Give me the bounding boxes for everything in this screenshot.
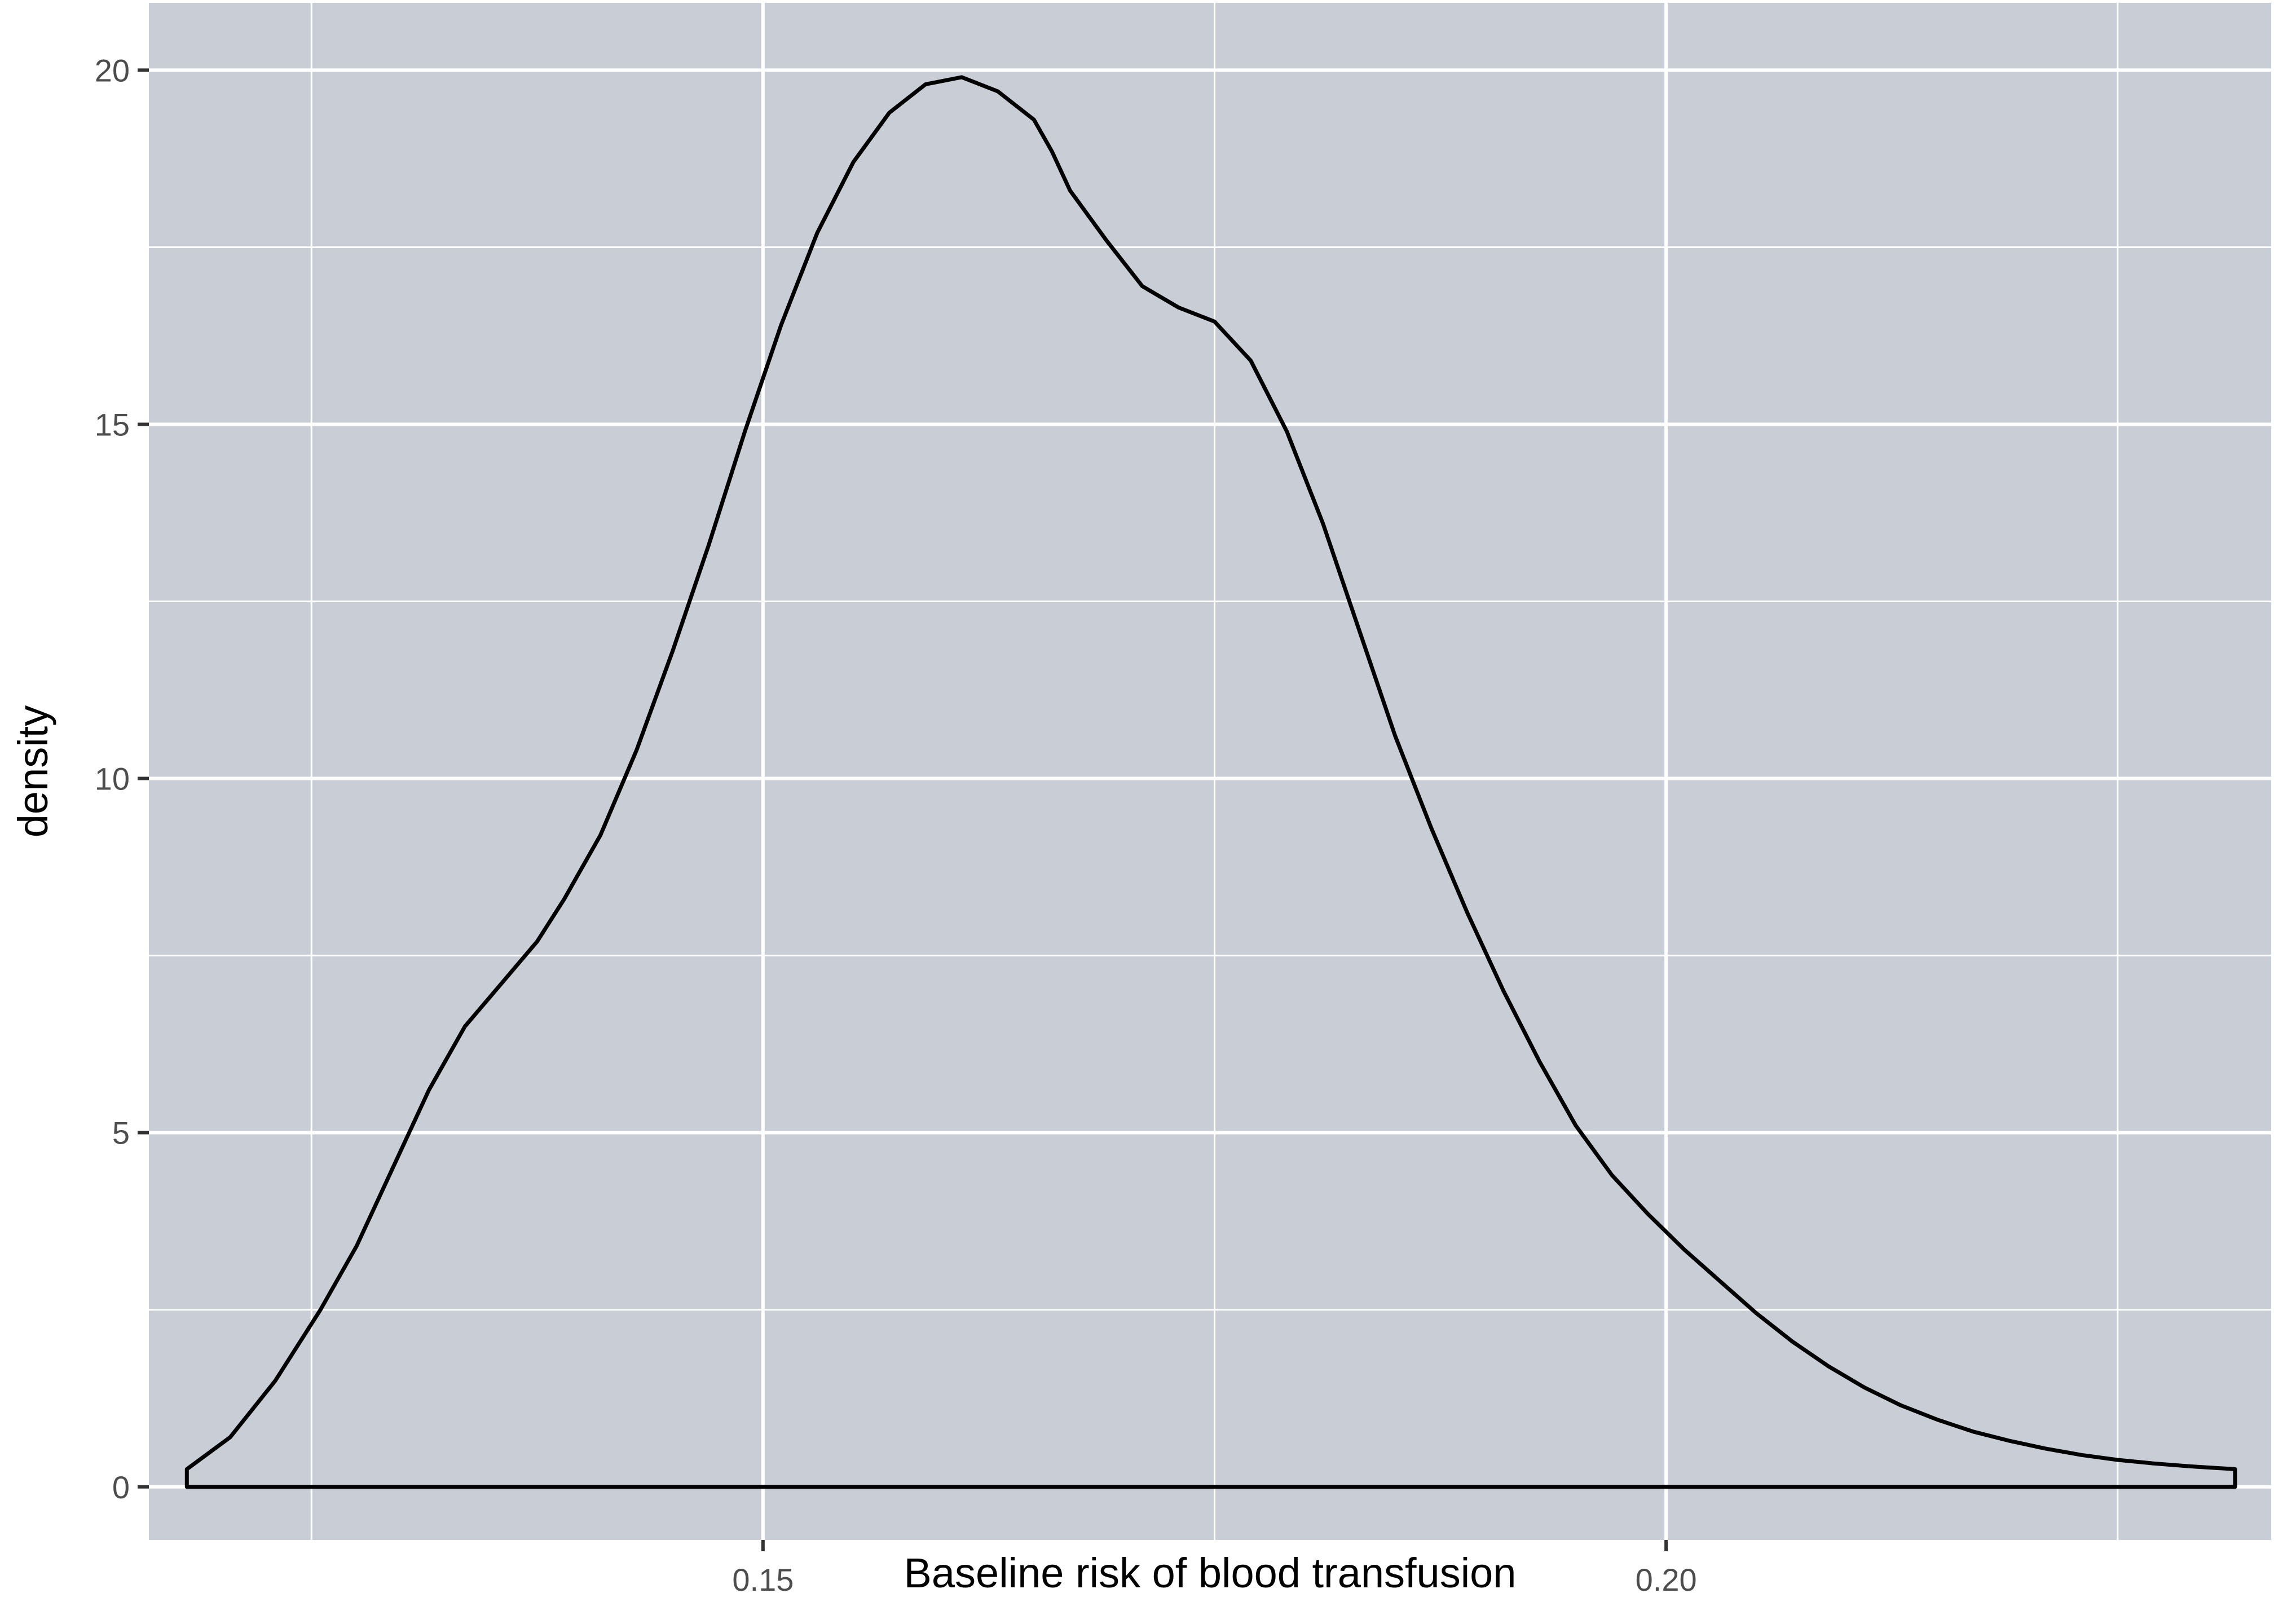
y-axis-title: density [10,705,56,837]
y-tick-label: 10 [95,761,130,797]
plot-panel [149,3,2271,1540]
y-tick-label: 0 [112,1469,130,1505]
x-tick-label: 0.15 [732,1562,794,1597]
x-tick-label: 0.20 [1636,1562,1697,1597]
x-axis-title: Baseline risk of blood transfusion [904,1550,1517,1596]
density-curve [184,75,2237,1489]
y-tick-label: 20 [95,52,130,88]
axes: 0 5 10 15 20 0.15 0.20 [95,52,1697,1597]
y-tick-label: 5 [112,1115,130,1151]
density-curve-layer [184,75,2237,1489]
minor-gridlines [149,3,2271,1540]
y-tick-label: 15 [95,407,130,442]
